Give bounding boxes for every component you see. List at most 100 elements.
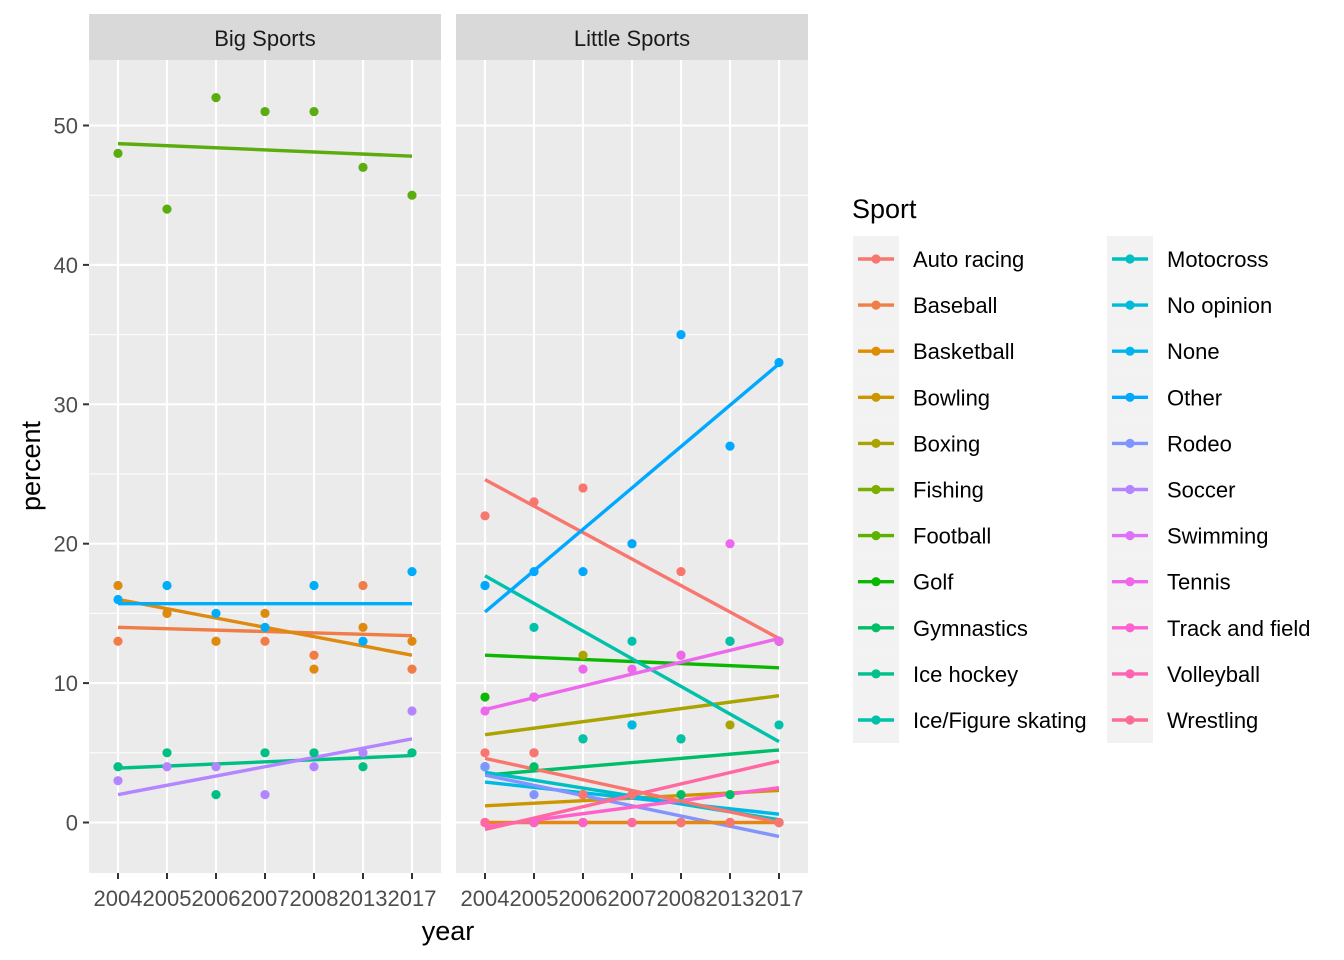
data-point-basketball <box>211 636 221 646</box>
legend-key-point <box>871 669 881 679</box>
legend-label: Tennis <box>1167 570 1231 595</box>
legend-item: No opinion <box>1107 282 1272 329</box>
data-point-baseball <box>113 636 123 646</box>
data-point-other <box>113 594 123 605</box>
data-point-wrestling <box>578 790 588 800</box>
legend-label: Ice hockey <box>913 662 1018 687</box>
x-tick-label: 2008 <box>290 886 339 911</box>
data-point-no-opinion <box>627 720 637 730</box>
x-tick-label: 2006 <box>192 886 241 911</box>
data-point-tennis <box>676 650 686 660</box>
legend-label: Auto racing <box>913 247 1024 272</box>
data-point-ice-hockey <box>211 790 221 800</box>
data-point-football <box>309 106 319 117</box>
legend-key-point <box>871 438 881 448</box>
legend-label: Rodeo <box>1167 431 1232 456</box>
data-point-football <box>211 93 221 103</box>
data-point-ice-figure-skating <box>627 636 637 646</box>
legend-key-point <box>1125 484 1135 495</box>
data-point-ice-figure-skating <box>725 636 735 646</box>
facet-strip-label: Big Sports <box>214 26 316 51</box>
y-tick-label: 20 <box>54 532 78 557</box>
data-point-basketball <box>309 664 319 674</box>
facet-strip <box>89 14 441 60</box>
legend-label: Ice/Figure skating <box>913 708 1087 733</box>
data-point-wrestling <box>529 748 539 758</box>
data-point-tennis <box>480 706 490 716</box>
data-point-ice-figure-skating <box>676 734 686 744</box>
legend-item: Other <box>1107 374 1222 421</box>
legend-item: Baseball <box>853 282 997 329</box>
data-point-none <box>627 539 637 549</box>
facet-2: Little Sports <box>456 14 808 873</box>
data-point-basketball <box>407 636 417 646</box>
legend-key-point <box>871 623 881 633</box>
trend-line-football <box>117 141 413 158</box>
data-point-ice-hockey <box>358 762 368 772</box>
data-point-tennis <box>578 664 588 674</box>
legend-key-point <box>871 392 881 402</box>
legend-label: Baseball <box>913 293 997 318</box>
legend-key-point <box>1125 254 1135 264</box>
legend-label: Football <box>913 524 991 549</box>
data-point-soccer <box>309 762 319 772</box>
x-tick-label: 2007 <box>241 886 290 911</box>
data-point-auto-racing <box>676 566 686 577</box>
legend-title: Sport <box>852 194 917 224</box>
y-tick-label: 30 <box>54 392 78 417</box>
legend-key-point <box>1125 438 1135 448</box>
legend-item: Bowling <box>853 374 990 421</box>
data-point-ice-hockey <box>309 748 319 758</box>
data-point-tennis <box>529 692 539 702</box>
legend-item: Motocross <box>1107 236 1268 282</box>
legend-item: Swimming <box>1107 512 1268 559</box>
data-point-basketball <box>358 622 368 632</box>
legend-item: Ice/Figure skating <box>853 697 1087 743</box>
data-point-baseball <box>407 664 417 674</box>
data-point-wrestling <box>480 748 490 758</box>
legend-key-point <box>871 254 881 264</box>
data-point-tennis <box>725 539 735 549</box>
legend-label: Soccer <box>1167 478 1235 503</box>
trend-line-golf <box>484 653 780 670</box>
legend-item: None <box>1107 328 1220 375</box>
legend-item: Rodeo <box>1107 420 1232 467</box>
legend-key-point <box>1125 577 1135 587</box>
legend-key-point <box>1125 669 1135 679</box>
data-point-basketball <box>260 608 270 619</box>
data-point-baseball <box>309 650 319 660</box>
legend-item: Golf <box>853 558 954 605</box>
data-point-soccer <box>113 776 123 786</box>
x-tick-label: 2017 <box>388 886 437 911</box>
x-tick-label: 2005 <box>510 886 559 911</box>
data-point-wrestling <box>725 817 735 828</box>
data-point-football <box>113 148 123 158</box>
legend-key-point <box>1125 300 1135 310</box>
data-point-gymnastics <box>725 790 735 800</box>
facet-1: Big Sports <box>89 14 441 873</box>
legend-label: Track and field <box>1167 616 1310 641</box>
data-point-soccer <box>162 762 172 772</box>
legend-key-point <box>871 577 881 587</box>
legend-key-point <box>1125 346 1135 356</box>
data-point-other <box>162 580 172 591</box>
data-point-ice-figure-skating <box>529 622 539 632</box>
data-point-soccer <box>358 748 368 758</box>
legend-key-point <box>871 346 881 356</box>
y-axis-title: percent <box>16 420 46 511</box>
facet-strip <box>456 14 808 60</box>
legend-item: Auto racing <box>853 236 1024 282</box>
data-point-none <box>676 330 686 340</box>
legend-item: Gymnastics <box>853 604 1028 651</box>
legend-item: Basketball <box>853 328 1015 375</box>
data-point-none <box>529 566 539 577</box>
data-point-ice-hockey <box>162 748 172 758</box>
data-point-gymnastics <box>529 762 539 772</box>
data-point-tennis <box>774 636 784 646</box>
data-point-soccer <box>407 706 417 716</box>
data-point-other <box>358 636 368 646</box>
data-point-basketball <box>113 580 123 591</box>
data-point-wrestling <box>627 790 637 800</box>
legend-label: Basketball <box>913 339 1015 364</box>
